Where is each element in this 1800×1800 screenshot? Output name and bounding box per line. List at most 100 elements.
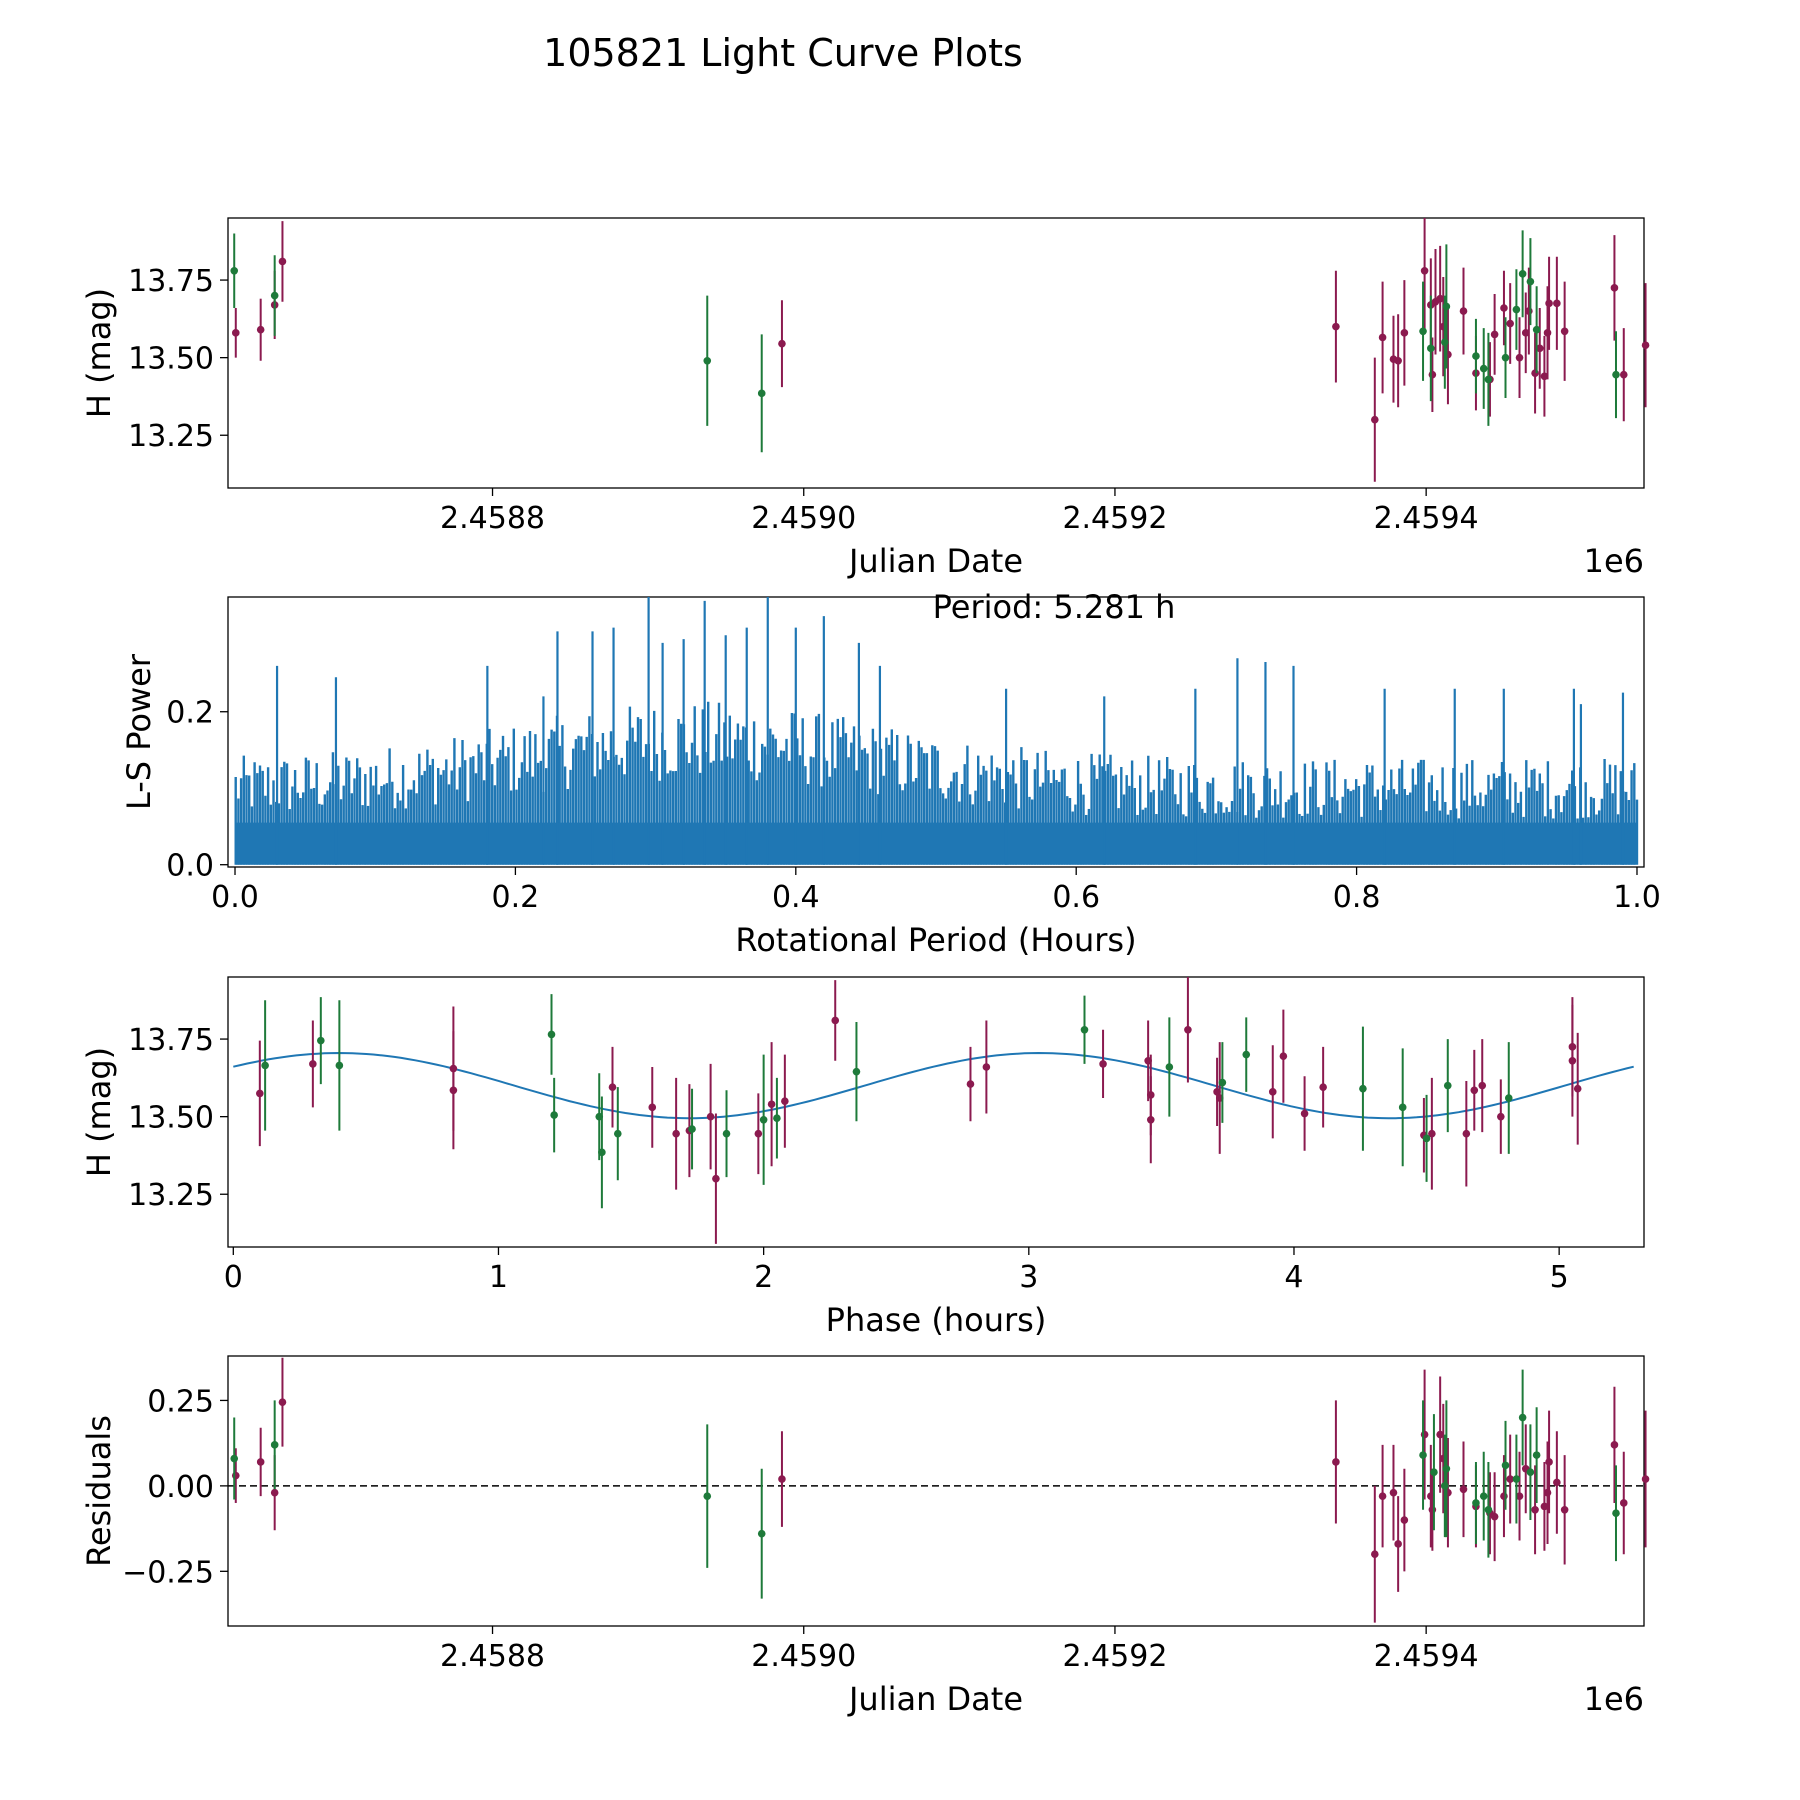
data-point bbox=[1515, 353, 1524, 362]
panel-phase: 0 1 2 3 4 5 13.25 13.50 13.75 Phase (hours) H (mag… bbox=[80, 976, 1645, 1339]
data-point bbox=[1430, 1468, 1438, 1477]
data-point bbox=[1218, 1078, 1227, 1087]
data-point bbox=[1420, 266, 1429, 275]
data-point bbox=[703, 356, 712, 365]
data-point bbox=[1526, 1468, 1535, 1477]
data-point bbox=[982, 1063, 991, 1071]
data-point bbox=[598, 1148, 606, 1157]
data-point bbox=[317, 1036, 325, 1045]
data-point bbox=[1242, 1050, 1251, 1059]
data-point bbox=[1610, 284, 1619, 292]
data-point bbox=[1531, 369, 1539, 377]
x-tick-label: 0 bbox=[224, 1260, 243, 1295]
x-tick-label: 2 bbox=[754, 1260, 773, 1295]
data-point bbox=[1560, 327, 1569, 336]
data-point bbox=[231, 1471, 240, 1480]
y-tick-label: 13.25 bbox=[128, 1178, 214, 1213]
x-tick-label: 1 bbox=[489, 1260, 508, 1295]
data-point bbox=[754, 1129, 763, 1138]
data-point bbox=[648, 1103, 657, 1112]
data-point bbox=[759, 1115, 768, 1124]
data-point bbox=[1484, 1505, 1493, 1514]
data-point bbox=[1378, 333, 1387, 342]
data-point bbox=[757, 389, 766, 398]
x-offset-label: 1e6 bbox=[1584, 542, 1644, 580]
data-point bbox=[1512, 1475, 1521, 1483]
data-point bbox=[335, 1061, 344, 1070]
y-tick-label: 13.50 bbox=[128, 1101, 214, 1136]
data-point bbox=[256, 325, 265, 334]
data-point bbox=[1443, 1081, 1452, 1090]
data-point bbox=[1470, 1086, 1479, 1095]
data-point bbox=[1478, 1081, 1487, 1090]
data-point bbox=[1500, 304, 1508, 312]
data-point bbox=[1436, 294, 1444, 303]
data-point bbox=[1268, 1088, 1277, 1096]
plot-frame bbox=[227, 596, 1645, 868]
data-point bbox=[966, 1080, 975, 1088]
x-axis-label: Julian Date bbox=[847, 1680, 1023, 1718]
data-point bbox=[1479, 1492, 1488, 1500]
data-point bbox=[1545, 1458, 1553, 1466]
y-tick-label: 13.75 bbox=[128, 1023, 214, 1058]
data-point bbox=[1428, 370, 1437, 379]
data-point bbox=[1518, 270, 1527, 278]
data-point bbox=[1512, 305, 1521, 314]
data-point bbox=[1398, 1103, 1407, 1112]
data-point bbox=[1400, 1516, 1409, 1524]
data-point bbox=[1359, 1084, 1367, 1093]
x-tick-label: 3 bbox=[1019, 1260, 1038, 1295]
figure-title: 105821 Light Curve Plots bbox=[543, 31, 1023, 75]
data-point bbox=[1436, 1430, 1444, 1439]
data-point bbox=[712, 1174, 720, 1183]
data-point bbox=[1553, 299, 1561, 308]
x-tick-label: 2.4590 bbox=[751, 501, 856, 536]
x-tick-label: 1.0 bbox=[1613, 880, 1661, 915]
data-point bbox=[270, 1488, 279, 1497]
data-point bbox=[1472, 352, 1480, 360]
data-point bbox=[778, 1475, 786, 1483]
data-point bbox=[1545, 299, 1553, 308]
data-point bbox=[608, 1083, 617, 1091]
data-point bbox=[1553, 1478, 1561, 1487]
data-point bbox=[1540, 1502, 1549, 1511]
x-tick-label: 0.8 bbox=[1333, 880, 1381, 915]
data-point bbox=[1441, 338, 1449, 346]
data-point bbox=[1501, 353, 1510, 362]
plot-frame bbox=[227, 976, 1645, 1248]
data-point bbox=[1279, 1052, 1288, 1060]
data-point bbox=[1573, 1084, 1582, 1093]
data-point bbox=[1300, 1109, 1309, 1118]
data-point bbox=[1080, 1025, 1089, 1034]
data-point bbox=[672, 1129, 680, 1138]
y-tick-label: 0.0 bbox=[166, 849, 214, 884]
data-point bbox=[1521, 329, 1530, 337]
data-point bbox=[703, 1492, 712, 1500]
data-point bbox=[1619, 1499, 1628, 1507]
x-axis-label: Julian Date bbox=[847, 542, 1023, 580]
data-point bbox=[1184, 1025, 1192, 1034]
x-tick-label: 2.4592 bbox=[1062, 501, 1167, 536]
data-point bbox=[1518, 1413, 1527, 1422]
data-point bbox=[261, 1061, 269, 1070]
data-point bbox=[1525, 307, 1533, 315]
data-point bbox=[1146, 1115, 1155, 1124]
data-point bbox=[1515, 1492, 1524, 1500]
series-purple bbox=[231, 218, 1650, 482]
x-offset-label: 1e6 bbox=[1584, 1680, 1644, 1718]
series-green bbox=[230, 230, 1620, 453]
periodogram-lines bbox=[234, 597, 1639, 865]
data-point bbox=[1459, 1485, 1468, 1494]
data-point bbox=[1371, 1550, 1379, 1559]
data-point bbox=[1419, 327, 1427, 336]
data-point bbox=[449, 1086, 458, 1095]
x-axis-label: Rotational Period (Hours) bbox=[735, 921, 1136, 959]
series-green bbox=[230, 1369, 1620, 1599]
data-point bbox=[1394, 1540, 1402, 1548]
data-point bbox=[1419, 1451, 1427, 1459]
data-point bbox=[757, 1529, 766, 1538]
y-axis-label: H (mag) bbox=[80, 288, 118, 418]
chart-panels: 2.4588 2.4590 2.4592 2.4594 13.25 13.50 13.75 J… bbox=[80, 217, 1661, 1718]
data-point bbox=[1641, 341, 1650, 350]
